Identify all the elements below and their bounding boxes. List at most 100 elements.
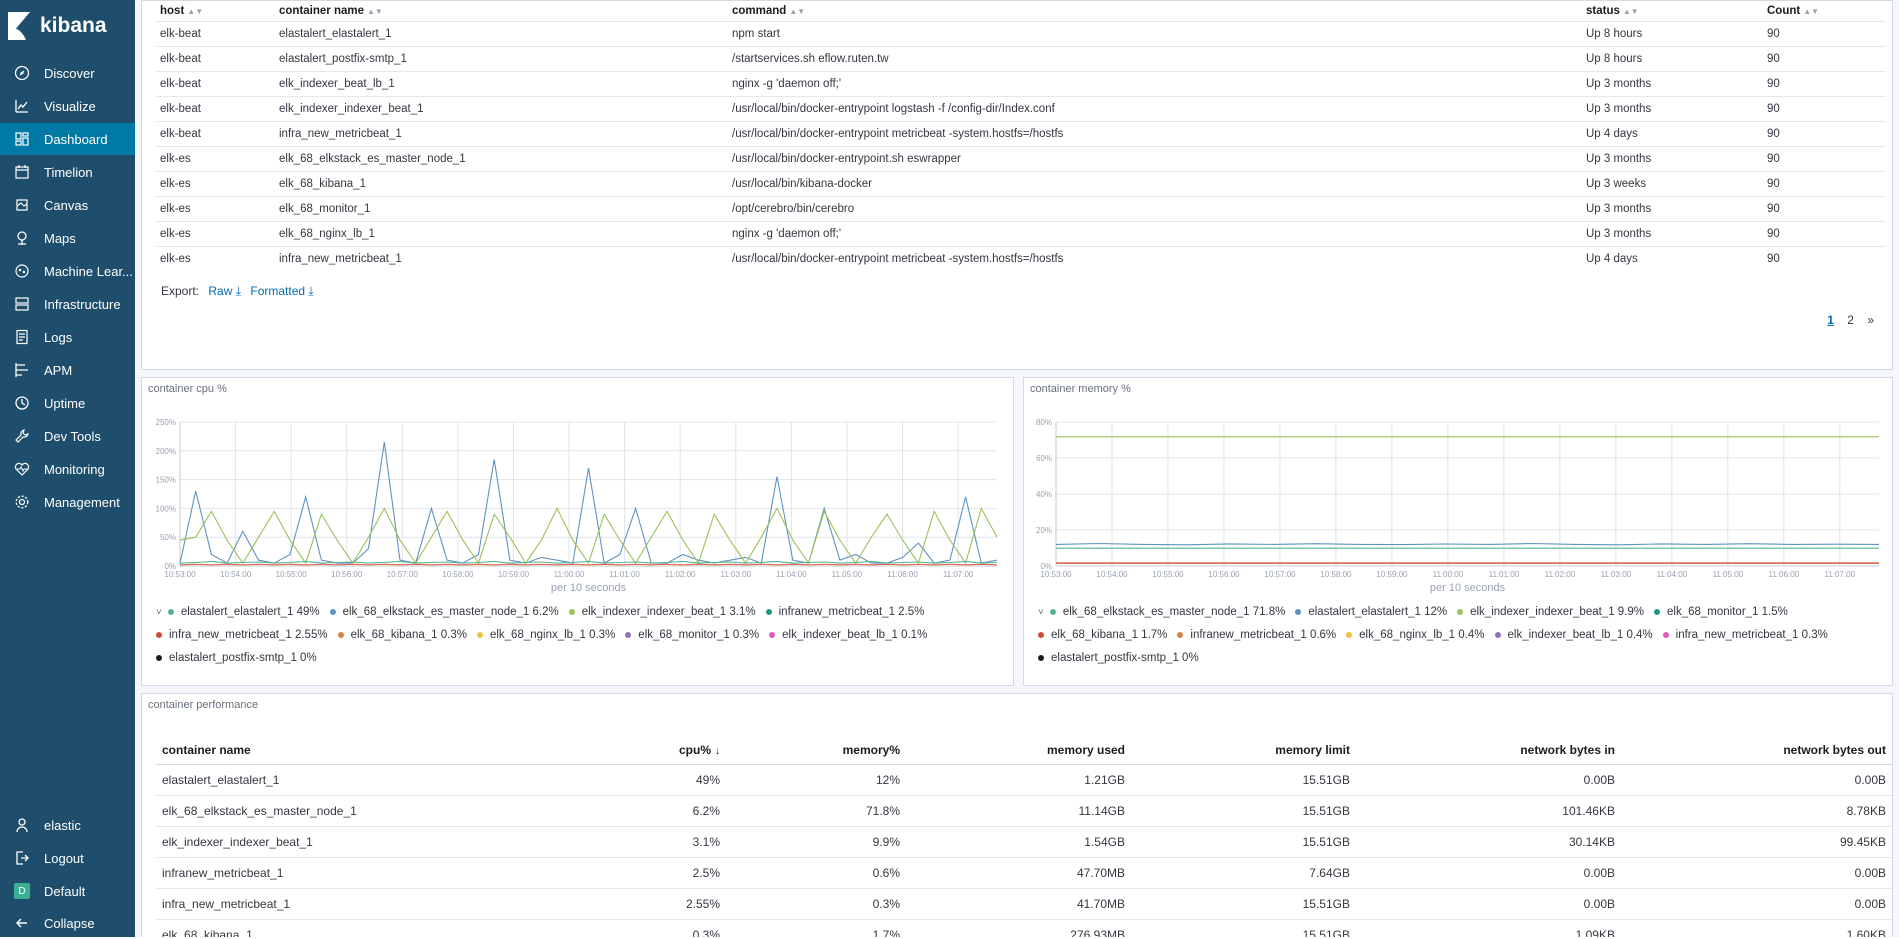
sidebar-item-default[interactable]: D Default <box>0 875 135 907</box>
legend-item[interactable]: infranew_metricbeat_1 0.6% <box>1177 624 1336 647</box>
legend-item[interactable]: elk_68_monitor_1 1.5% <box>1654 601 1788 624</box>
export-raw-link[interactable]: Raw ⤓ <box>208 284 241 298</box>
perf-header-container-name[interactable]: container name <box>156 736 626 765</box>
sidebar-item-monitoring[interactable]: Monitoring <box>0 453 135 485</box>
table-cell-host: elk-beat <box>156 21 275 47</box>
perf-header-cpu[interactable]: cpu% ↓ <box>626 736 726 765</box>
series-line-infra-new-metricbeat-1[interactable] <box>179 563 998 566</box>
maps-icon <box>0 230 44 246</box>
page-1[interactable]: 1 <box>1827 313 1834 327</box>
table-cell-count: 90 <box>1763 121 1886 147</box>
legend-label: elk_68_kibana_1 <box>1051 629 1138 641</box>
perf-header-network-bytes-in[interactable]: network bytes in <box>1356 736 1621 765</box>
legend-label: elastalert_postfix-smtp_1 <box>1051 652 1179 664</box>
legend-item[interactable]: elk_indexer_beat_lb_1 0.4% <box>1494 624 1653 647</box>
export-formatted-link[interactable]: Formatted ⤓ <box>250 284 313 298</box>
legend-color-dot <box>1295 608 1302 615</box>
legend-item[interactable]: elk_68_kibana_1 1.7% <box>1038 624 1167 647</box>
legend-value: 0.4% <box>1626 629 1653 641</box>
sidebar-item-logs[interactable]: Logs <box>0 321 135 353</box>
series-line-elk-68-elkstack-es-master-node-1[interactable] <box>179 560 998 564</box>
column-header-count[interactable]: Count ▲▼ <box>1763 1 1886 22</box>
perf-cell-cpu: 49% <box>626 764 726 796</box>
table-cell-count: 90 <box>1763 96 1886 122</box>
column-header-host[interactable]: host ▲▼ <box>156 1 275 22</box>
performance-table: container name cpu% ↓ memory% memory used mem… <box>156 736 1892 937</box>
sidebar-item-infrastructure[interactable]: Infrastructure <box>0 288 135 320</box>
table-cell-host: elk-beat <box>156 121 275 147</box>
legend-item[interactable]: elk_68_nginx_lb_1 0.4% <box>1346 624 1485 647</box>
user-icon <box>0 817 44 833</box>
table-cell-status: Up 3 months <box>1582 71 1763 97</box>
sidebar-item-uptime[interactable]: Uptime <box>0 387 135 419</box>
table-cell-command: nginx -g 'daemon off;' <box>728 221 1582 247</box>
arrow-down-icon: ↓ <box>715 746 720 757</box>
legend-item[interactable]: elk_68_elkstack_es_master_node_1 6.2% <box>329 601 559 624</box>
legend-item[interactable]: infranew_metricbeat_1 2.5% <box>765 601 924 624</box>
legend-toggle-icon[interactable]: ˅ <box>156 607 162 618</box>
sidebar-item-maps[interactable]: Maps <box>0 222 135 254</box>
legend-item[interactable]: elastalert_postfix-smtp_1 0% <box>1038 647 1199 670</box>
sidebar-item-canvas[interactable]: Canvas <box>0 189 135 221</box>
table-cell-count: 90 <box>1763 21 1886 47</box>
y-tick-label: 150% <box>156 476 176 485</box>
sidebar-item-logout[interactable]: Logout <box>0 842 135 874</box>
sidebar-item-apm[interactable]: APM <box>0 354 135 386</box>
perf-header-memory[interactable]: memory% <box>726 736 906 765</box>
x-tick-label: 10:58:00 <box>442 570 474 579</box>
legend-item[interactable]: elastalert_elastalert_1 12% <box>1295 601 1447 624</box>
table-cell-status: Up 4 days <box>1582 121 1763 147</box>
perf-header-label: memory used <box>1046 743 1125 757</box>
legend-item[interactable]: elk_68_nginx_lb_1 0.3% <box>476 624 615 647</box>
download-icon: ⤓ <box>308 284 314 298</box>
table-row: infranew_metricbeat_1 2.5% 0.6% 47.70MB 7.64… <box>156 857 1892 889</box>
column-header-status[interactable]: status ▲▼ <box>1582 1 1763 22</box>
legend-item[interactable]: elk_indexer_indexer_beat_1 3.1% <box>568 601 756 624</box>
sidebar-item-management[interactable]: Management <box>0 486 135 518</box>
legend-toggle-icon[interactable]: ˅ <box>1038 607 1044 618</box>
table-cell-host: elk-es <box>156 246 275 271</box>
table-cell-container-name: elastalert_elastalert_1 <box>275 21 728 47</box>
sidebar-item-label: Visualize <box>44 98 96 114</box>
perf-cell-network-bytes-in: 0.00B <box>1356 764 1621 796</box>
page-2[interactable]: 2 <box>1847 313 1854 327</box>
perf-header-memory-limit[interactable]: memory limit <box>1131 736 1356 765</box>
sidebar-item-collapse[interactable]: Collapse <box>0 907 135 939</box>
legend-item[interactable]: elk_68_monitor_1 0.3% <box>625 624 759 647</box>
y-tick-label: 0% <box>1040 562 1052 571</box>
perf-cell-memory-limit: 15.51GB <box>1131 795 1356 827</box>
legend-color-dot <box>476 631 483 638</box>
column-header-container-name[interactable]: container name ▲▼ <box>275 1 728 22</box>
gear-icon <box>0 494 44 510</box>
kibana-logo[interactable]: kibana <box>8 12 107 40</box>
series-line-elastalert-elastalert-1[interactable] <box>1055 542 1880 546</box>
legend-item[interactable]: elk_68_kibana_1 0.3% <box>337 624 467 647</box>
legend-color-dot <box>1457 608 1464 615</box>
sidebar-item-timelion[interactable]: Timelion <box>0 156 135 188</box>
perf-cell-memory: 12% <box>726 764 906 796</box>
sidebar-item-dashboard[interactable]: Dashboard <box>0 123 135 155</box>
sidebar-item-dev-tools[interactable]: Dev Tools <box>0 420 135 452</box>
legend-item[interactable]: infra_new_metricbeat_1 2.55% <box>156 624 328 647</box>
legend-item[interactable]: infra_new_metricbeat_1 0.3% <box>1662 624 1828 647</box>
cpu-chart: 0% 50% 100% 150% 200% 250% 10:53:00 10:54:00 10:… <box>156 418 998 594</box>
table-row: elk-beat elastalert_elastalert_1 npm start… <box>156 21 1886 47</box>
sidebar-item-machine-lear[interactable]: Machine Lear... <box>0 255 135 287</box>
sidebar-item-elastic[interactable]: elastic <box>0 809 135 841</box>
page-next[interactable]: » <box>1867 313 1874 327</box>
series-line-elk-indexer-indexer-beat-1[interactable] <box>179 506 998 565</box>
column-header-command[interactable]: command ▲▼ <box>728 1 1582 22</box>
sidebar-item-discover[interactable]: Discover <box>0 57 135 89</box>
logs-icon <box>0 329 44 345</box>
legend-item[interactable]: elastalert_elastalert_1 49% <box>167 601 320 624</box>
perf-header-memory-used[interactable]: memory used <box>906 736 1131 765</box>
series-line-elastalert-elastalert-1[interactable] <box>179 442 998 564</box>
perf-header-network-bytes-out[interactable]: network bytes out <box>1621 736 1892 765</box>
legend-item[interactable]: elastalert_postfix-smtp_1 0% <box>156 647 317 670</box>
sidebar-item-visualize[interactable]: Visualize <box>0 90 135 122</box>
legend-item[interactable]: elk_indexer_indexer_beat_1 9.9% <box>1457 601 1644 624</box>
perf-cell-cpu: 2.5% <box>626 857 726 889</box>
apm-icon <box>0 362 44 378</box>
legend-item[interactable]: elk_68_elkstack_es_master_node_1 71.8% <box>1049 601 1285 624</box>
legend-item[interactable]: elk_indexer_beat_lb_1 0.1% <box>769 624 927 647</box>
